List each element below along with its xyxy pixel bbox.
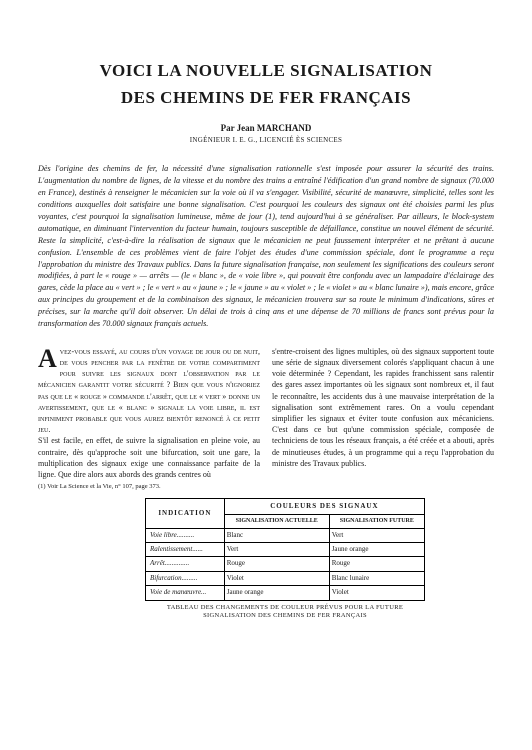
left-column: A vez-vous essayé, au cours d'un voyage …: [38, 346, 260, 491]
table-subheader-current: SIGNALISATION ACTUELLE: [224, 515, 329, 528]
table-cell: Rouge: [329, 557, 424, 571]
table-cell: Voie de manœuvre...: [146, 586, 225, 600]
intro-paragraph: Dès l'origine des chemins de fer, la néc…: [38, 163, 494, 329]
table-cell: Arrêt..............: [146, 557, 225, 571]
dropcap: A: [38, 346, 60, 370]
table-caption: TABLEAU DES CHANGEMENTS DE COULEUR PRÉVU…: [145, 604, 425, 622]
article-title-line2: DES CHEMINS DE FER FRANÇAIS: [38, 87, 494, 110]
table-cell: Ralentissement......: [146, 542, 225, 556]
table-cell: Blanc lunaire: [329, 571, 424, 585]
table-cell: Vert: [329, 528, 424, 542]
signal-colors-table: INDICATION COULEURS DES SIGNAUX SIGNALIS…: [145, 498, 425, 601]
signal-table-wrapper: INDICATION COULEURS DES SIGNAUX SIGNALIS…: [145, 498, 425, 621]
table-cell: Vert: [224, 542, 329, 556]
table-cell: Jaune orange: [329, 542, 424, 556]
author-credentials: INGÉNIEUR I. E. G., LICENCIÉ ÈS SCIENCES: [38, 136, 494, 145]
author-name: Par Jean MARCHAND: [38, 122, 494, 134]
table-cell: Violet: [329, 586, 424, 600]
table-header-colors: COULEURS DES SIGNAUX: [224, 499, 424, 515]
footnote: (1) Voir La Science et la Vie, n° 107, p…: [38, 482, 260, 491]
table-subheader-future: SIGNALISATION FUTURE: [329, 515, 424, 528]
table-cell: Jaune orange: [224, 586, 329, 600]
table-cell: Voie libre..........: [146, 528, 225, 542]
table-cell: Blanc: [224, 528, 329, 542]
body-columns: A vez-vous essayé, au cours d'un voyage …: [38, 346, 494, 491]
body-opening: vez-vous essayé, au cours d'un voyage de…: [38, 347, 260, 434]
table-header-indication: INDICATION: [146, 499, 225, 529]
body-right-after: On a voulu cependant simplifier les sign…: [272, 403, 494, 468]
table-cell: Rouge: [224, 557, 329, 571]
body-continued-left: S'il est facile, en effet, de suivre la …: [38, 435, 260, 480]
table-cell: Bifurcation.........: [146, 571, 225, 585]
right-column: s'entre-croisent des lignes multiples, o…: [272, 346, 494, 491]
table-cell: Violet: [224, 571, 329, 585]
article-title-line1: VOICI LA NOUVELLE SIGNALISATION: [38, 60, 494, 83]
